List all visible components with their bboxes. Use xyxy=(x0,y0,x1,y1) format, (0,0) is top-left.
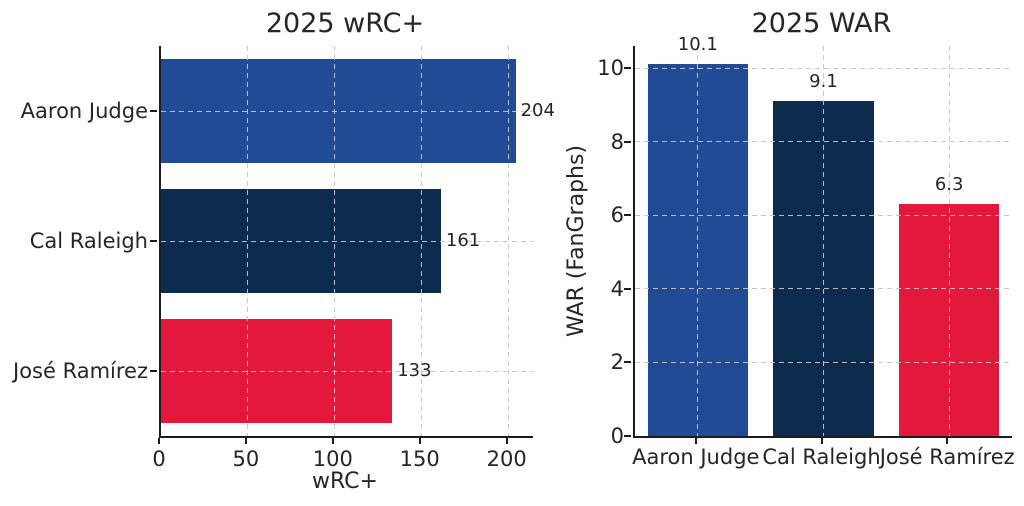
x-tick-cal-raleigh xyxy=(820,438,823,444)
grid-line-h-10 xyxy=(635,67,1012,69)
y-tick-6 xyxy=(624,214,631,217)
grid-line-h-jose-ramirez xyxy=(161,370,533,372)
wrc-plot-area: 204 161 133 xyxy=(159,46,555,438)
y-tick-jose-ramirez xyxy=(150,370,157,372)
x-tick-label-150: 150 xyxy=(399,447,440,471)
y-tick-4 xyxy=(624,287,631,290)
y-tick-label-6: 6 xyxy=(610,203,624,228)
x-tick-150 xyxy=(418,438,421,444)
y-tick-label-2: 2 xyxy=(610,350,624,375)
grid-line-v-50 xyxy=(247,46,249,436)
category-label-aaron-judge: Aaron Judge xyxy=(20,99,148,123)
war-chart-title: 2025 WAR xyxy=(751,8,892,39)
value-label-jose-ramirez: 6.3 xyxy=(934,174,964,196)
x-tick-label-200: 200 xyxy=(486,447,527,471)
grid-line-v-200 xyxy=(508,46,510,436)
grid-line-h-8 xyxy=(635,141,1012,143)
category-label-cal-raleigh: Cal Raleigh xyxy=(29,229,148,253)
x-tick-100 xyxy=(331,438,334,444)
grid-line-h-2 xyxy=(635,361,1012,363)
value-label-aaron-judge: 204 xyxy=(520,100,555,121)
x-tick-aaron-judge xyxy=(694,438,697,444)
y-tick-8 xyxy=(624,140,631,143)
x-tick-200 xyxy=(505,438,508,444)
grid-line-v-cal-raleigh xyxy=(823,46,824,436)
y-tick-label-8: 8 xyxy=(610,129,624,154)
y-tick-label-10: 10 xyxy=(597,56,624,81)
x-tick-label-100: 100 xyxy=(312,447,353,471)
grid-line-h-6 xyxy=(635,214,1012,216)
y-tick-label-4: 4 xyxy=(610,276,624,301)
value-label-jose-ramirez: 133 xyxy=(397,360,432,381)
x-tick-label-jose-ramirez: José Ramírez xyxy=(879,445,1015,469)
grid-line-v-aaron-judge xyxy=(697,46,699,436)
grid-line-v-150 xyxy=(421,46,423,436)
x-tick-jose-ramirez xyxy=(946,438,949,444)
value-label-aaron-judge: 10.1 xyxy=(677,34,718,56)
grid-line-h-cal-raleigh xyxy=(161,240,533,242)
y-tick-2 xyxy=(624,361,631,364)
grid-line-v-100 xyxy=(334,46,336,436)
y-tick-10 xyxy=(624,67,631,70)
wrc-x-axis-label: wRC+ xyxy=(312,469,378,494)
grid-line-h-aaron-judge xyxy=(161,110,533,112)
grid-line-h-4 xyxy=(635,288,1012,290)
wrc-chart-title: 2025 wRC+ xyxy=(265,8,425,39)
x-tick-label-aaron-judge: Aaron Judge xyxy=(632,445,760,469)
y-tick-aaron-judge xyxy=(150,110,157,112)
category-label-jose-ramirez: José Ramírez xyxy=(13,359,148,383)
value-label-cal-raleigh: 161 xyxy=(445,230,481,251)
grid-line-v-jose-ramirez xyxy=(948,46,950,436)
x-tick-label-cal-raleigh: Cal Raleigh xyxy=(762,445,881,469)
x-tick-50 xyxy=(244,438,247,444)
x-tick-label-50: 50 xyxy=(232,447,260,471)
y-tick-0 xyxy=(624,435,631,437)
war-y-axis-label: WAR (FanGraphs) xyxy=(564,144,589,338)
y-tick-cal-raleigh xyxy=(150,240,157,242)
x-tick-0 xyxy=(158,438,160,444)
war-plot-area: 10.1 9.1 6.3 xyxy=(633,34,1012,438)
x-tick-label-0: 0 xyxy=(152,447,166,471)
y-tick-label-0: 0 xyxy=(610,424,624,448)
value-label-cal-raleigh: 9.1 xyxy=(809,71,838,93)
